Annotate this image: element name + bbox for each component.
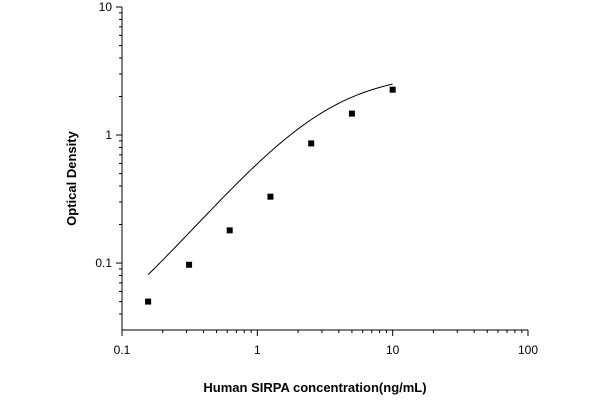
- data-point: [348, 110, 355, 117]
- data-point: [186, 261, 193, 268]
- data-point: [226, 227, 233, 234]
- x-tick-label: 0.1: [114, 343, 131, 357]
- data-point: [308, 140, 315, 147]
- fit-curve: [147, 83, 393, 276]
- y-tick-label: 10: [99, 0, 113, 14]
- x-axis-ticks: 0.1 1 10 100: [114, 330, 538, 357]
- data-point: [389, 86, 396, 93]
- data-points: [145, 86, 396, 305]
- y-axis-title: Optical Density: [64, 130, 79, 225]
- y-tick-label: 0.1: [95, 256, 112, 270]
- x-tick-label: 100: [518, 343, 538, 357]
- data-point: [267, 193, 274, 200]
- data-point: [145, 298, 152, 305]
- x-axis-title: Human SIRPA concentration(ng/mL): [203, 380, 426, 395]
- y-tick-label: 1: [105, 128, 112, 142]
- x-tick-label: 10: [386, 343, 400, 357]
- y-axis-ticks: 0.1 1 10: [95, 0, 122, 315]
- x-tick-label: 1: [254, 343, 261, 357]
